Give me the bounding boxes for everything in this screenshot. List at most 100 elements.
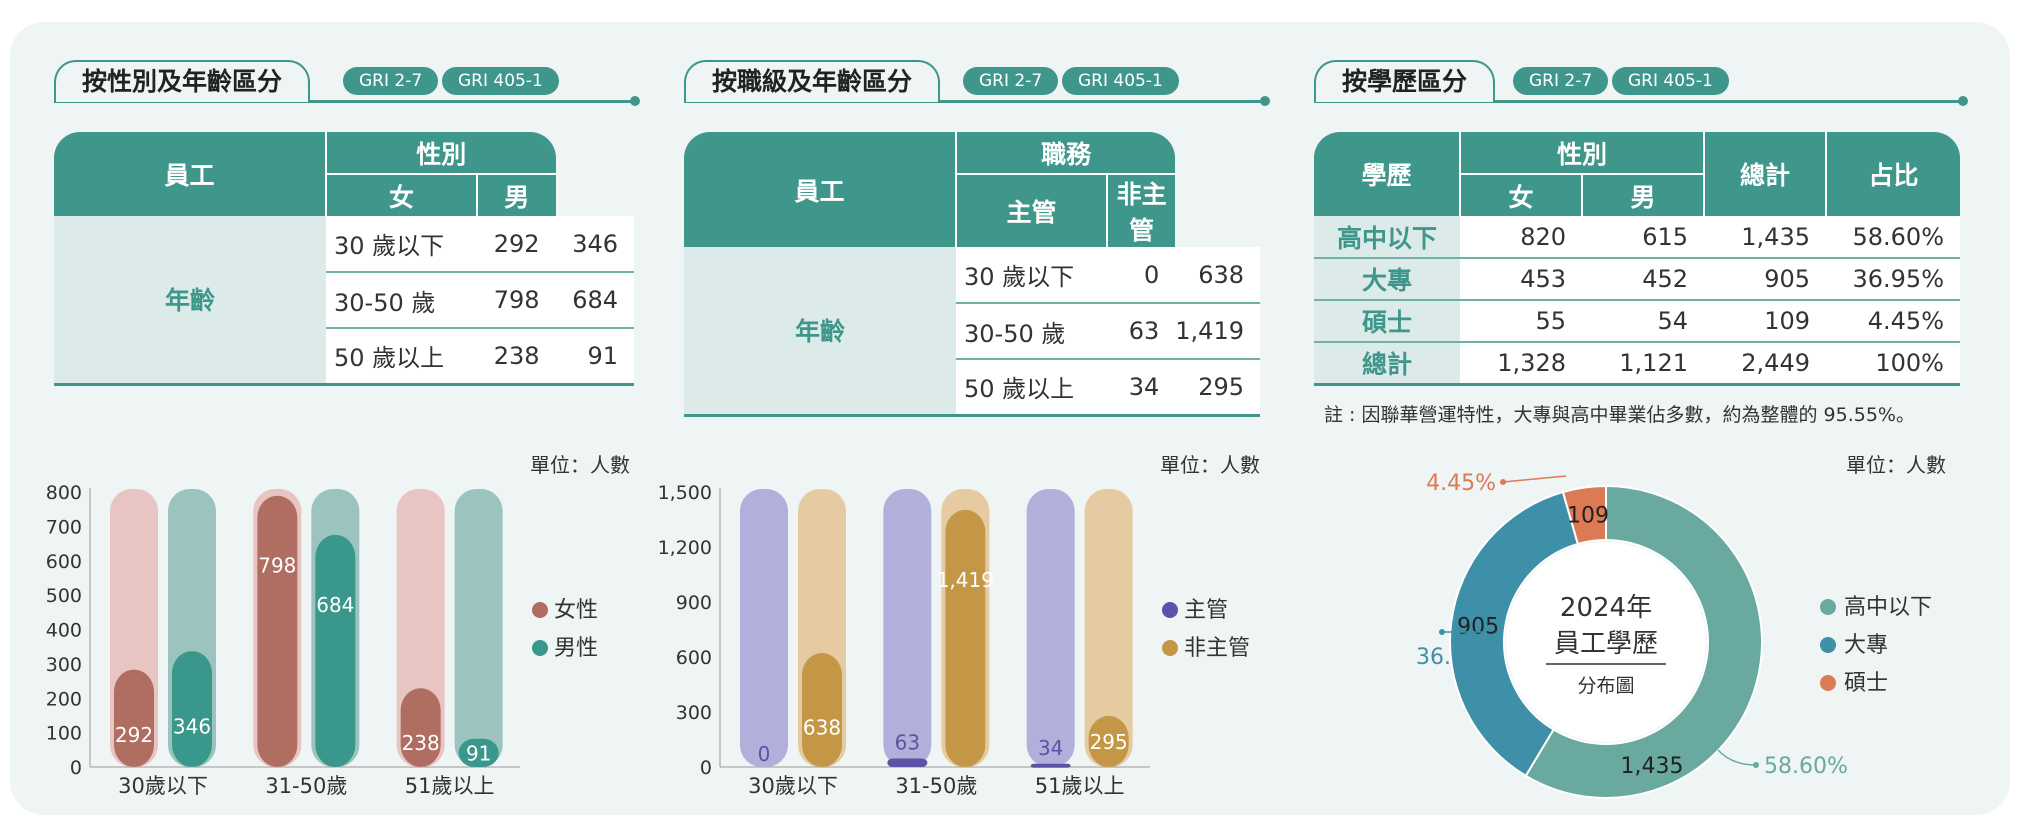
legend-marker xyxy=(532,602,548,618)
bar xyxy=(172,651,212,767)
x-tick-label: 31-50歲 xyxy=(895,774,977,798)
slice-value-label: 109 xyxy=(1567,503,1609,528)
table-cell: 798 xyxy=(477,272,556,328)
y-tick-label: 600 xyxy=(676,647,712,669)
callout-line xyxy=(1502,475,1567,483)
y-tick-label: 1,200 xyxy=(658,537,712,559)
gender-age-table: 員工 性別 女 男 年齡 30 歲以下 292 346 30-50 歲 798 … xyxy=(54,132,634,386)
donut-slice xyxy=(1449,490,1580,778)
table-group-header: 性別 xyxy=(1460,132,1705,175)
col-header: 女 xyxy=(326,174,478,216)
data-label: 638 xyxy=(803,715,841,739)
gender-age-panel: 按性別及年齡區分 GRI 2-7 GRI 405-1 員工 性別 女 男 年齡 … xyxy=(10,22,650,815)
x-tick-label: 51歲以上 xyxy=(1035,774,1125,798)
table-group-header: 性別 xyxy=(326,132,556,175)
bar-track xyxy=(740,489,788,767)
slice-value-label: 1,435 xyxy=(1621,754,1684,779)
table-cell: 905 xyxy=(1704,258,1826,300)
rank-age-bar-chart: 單位：人數 0 300 600 900 1,200 1,500 0 638 30歲以下 63 1,4… xyxy=(658,453,1260,798)
slice-percent-label: 58.60% xyxy=(1764,754,1848,779)
header-rule-dot xyxy=(1958,96,1968,106)
table-cell: 452 xyxy=(1582,258,1704,300)
table-group-header: 職務 xyxy=(956,132,1176,175)
table-cell: 36.95% xyxy=(1826,258,1960,300)
y-tick-label: 700 xyxy=(46,516,82,538)
row-label: 50 歲以上 xyxy=(956,359,1107,415)
table-cell: 615 xyxy=(1582,216,1704,258)
y-tick-label: 500 xyxy=(46,585,82,607)
bar xyxy=(1030,763,1071,768)
gri-badge: GRI 405-1 xyxy=(1062,67,1179,95)
col-header: 男 xyxy=(477,174,556,216)
table-cell: 34 xyxy=(1107,359,1176,415)
table-cell: 2,449 xyxy=(1704,342,1826,384)
data-label: 91 xyxy=(466,741,491,765)
x-tick-label: 51歲以上 xyxy=(405,774,495,798)
x-tick-label: 30歲以下 xyxy=(118,774,208,798)
table-cell: 54 xyxy=(1582,300,1704,342)
table-cell: 292 xyxy=(477,216,556,272)
table-cell: 58.60% xyxy=(1826,216,1960,258)
legend-label: 非主管 xyxy=(1184,636,1250,661)
slice-percent-label: 36.95% xyxy=(1416,645,1500,670)
y-tick-label: 100 xyxy=(46,723,82,745)
table-cell: 109 xyxy=(1704,300,1826,342)
gri-badge: GRI 2-7 xyxy=(1513,67,1609,95)
data-label: 798 xyxy=(258,554,296,578)
y-tick-label: 900 xyxy=(676,592,712,614)
bar xyxy=(400,688,441,767)
data-label: 292 xyxy=(115,723,153,747)
table-cell: 453 xyxy=(1460,258,1582,300)
table-footnote: 註 : 因聯華營運特性，大專與高中畢業佔多數，約為整體的 95.55%。 xyxy=(1324,404,1915,426)
bar-track xyxy=(1084,489,1133,767)
panel-title: 按學歷區分 xyxy=(1314,60,1496,102)
table-cell: 346 xyxy=(555,216,634,272)
legend-marker xyxy=(1162,602,1178,618)
rank-age-table: 員工 職務 主管 非主管 年齡 30 歲以下 0 638 30-50 歲 63 … xyxy=(684,132,1260,417)
data-label: 295 xyxy=(1090,730,1128,754)
table-cell: 1,121 xyxy=(1582,342,1704,384)
bar xyxy=(887,758,928,767)
row-label: 碩士 xyxy=(1314,300,1460,342)
col-header: 男 xyxy=(1582,174,1705,216)
y-tick-label: 200 xyxy=(46,688,82,710)
header-rule-dot xyxy=(630,96,640,106)
y-tick-label: 0 xyxy=(70,757,82,779)
gri-badge: GRI 405-1 xyxy=(442,67,559,95)
table-cell: 100% xyxy=(1826,342,1960,384)
donut-hole xyxy=(1506,542,1706,742)
y-tick-label: 1,500 xyxy=(658,482,712,504)
y-tick-label: 300 xyxy=(46,654,82,676)
bar xyxy=(458,738,499,767)
header-rule xyxy=(684,100,1264,103)
row-label: 大專 xyxy=(1314,258,1460,300)
row-label: 30-50 歲 xyxy=(326,272,477,328)
row-label: 高中以下 xyxy=(1314,216,1460,258)
header-rule-dot xyxy=(1260,96,1270,106)
gri-badge: GRI 2-7 xyxy=(963,67,1059,95)
slice-value-label: 905 xyxy=(1457,614,1499,639)
table-cell: 63 xyxy=(1107,303,1176,359)
x-tick-label: 30歲以下 xyxy=(748,774,838,798)
gri-badge: GRI 405-1 xyxy=(1612,67,1729,95)
table-cell: 295 xyxy=(1175,359,1260,415)
table-cell: 820 xyxy=(1460,216,1582,258)
row-label: 30 歲以下 xyxy=(326,216,477,272)
donut-slice xyxy=(1561,484,1607,546)
report-card: 按性別及年齡區分 GRI 2-7 GRI 405-1 員工 性別 女 男 年齡 … xyxy=(10,22,2010,815)
bar-track xyxy=(454,489,503,767)
header-rule xyxy=(54,100,634,103)
unit-label: 單位：人數 xyxy=(1160,453,1260,477)
callout-dot xyxy=(1439,629,1445,635)
unit-label: 單位：人數 xyxy=(530,453,630,477)
legend-marker xyxy=(1162,640,1178,656)
col-header: 主管 xyxy=(956,174,1108,247)
data-label: 346 xyxy=(173,714,211,738)
data-label: 684 xyxy=(316,593,354,617)
data-label: 238 xyxy=(402,731,440,755)
panel-title: 按性別及年齡區分 xyxy=(54,60,311,102)
row-group-label: 年齡 xyxy=(684,247,956,417)
x-tick-label: 31-50歲 xyxy=(265,774,347,798)
table-cell: 238 xyxy=(477,328,556,384)
table-cell: 1,435 xyxy=(1704,216,1826,258)
